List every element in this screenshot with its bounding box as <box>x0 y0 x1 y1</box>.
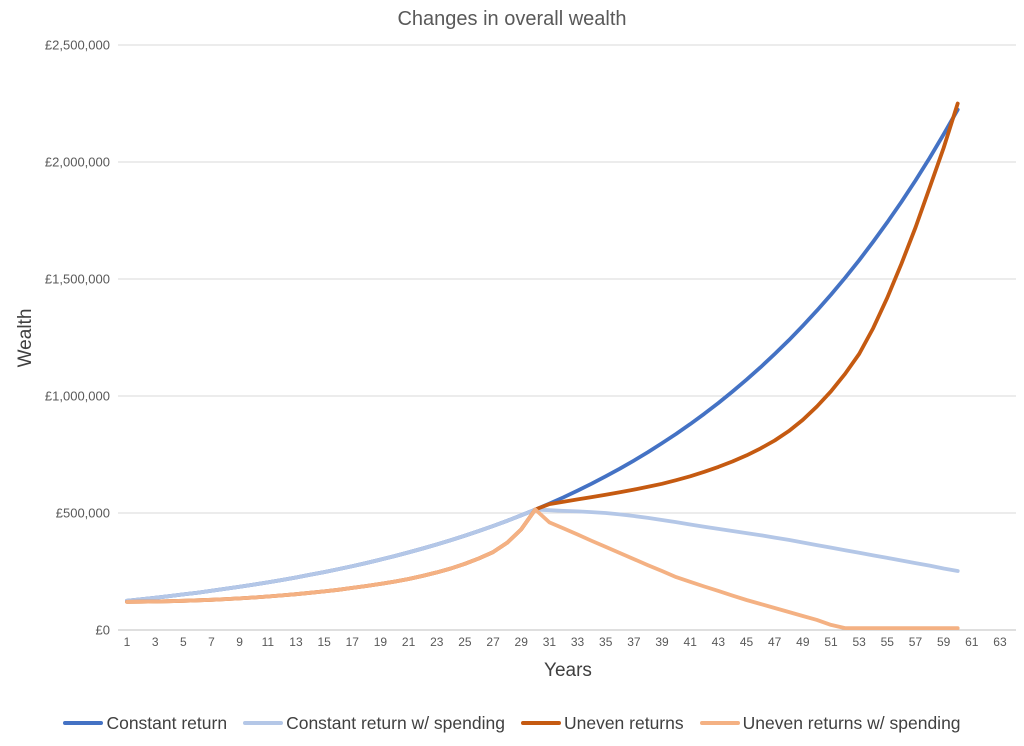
series-line-uneven-returns <box>125 101 960 604</box>
legend-line-swatch-icon <box>520 721 561 725</box>
y-tick-label: £500,000 <box>56 506 110 521</box>
series-line-constant-return-w-spending <box>125 507 960 603</box>
x-tick-label: 41 <box>684 635 698 649</box>
x-tick-label: 47 <box>768 635 782 649</box>
x-tick-label: 35 <box>599 635 613 649</box>
legend-line-swatch-icon <box>243 721 284 725</box>
x-tick-label: 61 <box>965 635 979 649</box>
legend-item-uneven-returns: Uneven returns <box>520 712 684 734</box>
x-tick-label: 49 <box>796 635 810 649</box>
x-tick-label: 3 <box>152 635 159 649</box>
x-tick-label: 19 <box>374 635 388 649</box>
x-tick-label: 1 <box>124 635 131 649</box>
x-tick-label: 63 <box>993 635 1007 649</box>
x-tick-label: 51 <box>824 635 838 649</box>
legend-item-constant-return: Constant return <box>63 713 227 734</box>
legend-label: Uneven returns <box>563 712 684 733</box>
legend-item-uneven-returns-w-spending: Uneven returns w/ spending <box>699 712 961 734</box>
x-tick-label: 25 <box>458 635 472 649</box>
x-tick-label: 59 <box>937 635 951 649</box>
x-tick-label: 39 <box>655 635 669 649</box>
y-tick-label: £0 <box>96 623 110 638</box>
x-tick-label: 21 <box>402 635 416 649</box>
y-tick-label: £2,500,000 <box>45 38 110 53</box>
x-tick-label: 37 <box>627 635 641 649</box>
x-tick-label: 53 <box>852 635 866 649</box>
series-line-uneven-returns-w-spending <box>125 507 960 630</box>
x-tick-label: 43 <box>712 635 726 649</box>
legend-label: Constant return <box>106 712 228 733</box>
x-tick-label: 29 <box>515 635 529 649</box>
legend-item-constant-return-w-spending: Constant return w/ spending <box>243 713 505 734</box>
x-tick-label: 23 <box>430 635 444 649</box>
y-tick-label: £1,500,000 <box>45 272 110 287</box>
legend: Constant return Constant return w/ spendi… <box>0 708 1024 738</box>
y-tick-label: £1,000,000 <box>45 389 110 404</box>
x-tick-label: 5 <box>180 635 187 649</box>
x-tick-label: 27 <box>486 635 500 649</box>
x-tick-label: 7 <box>208 635 215 649</box>
series-line-constant-return <box>125 107 960 603</box>
x-tick-label: 31 <box>543 635 557 649</box>
x-tick-label: 17 <box>346 635 360 649</box>
legend-label: Constant return w/ spending <box>286 712 505 733</box>
x-tick-label: 33 <box>571 635 585 649</box>
x-tick-label: 45 <box>740 635 754 649</box>
legend-label: Uneven returns w/ spending <box>742 712 961 733</box>
plot-svg: £0 £500,000 £1,000,000 £1,500,000 £2,000,000… <box>45 38 1016 649</box>
x-tick-label: 11 <box>262 635 275 649</box>
x-tick-label: 13 <box>289 635 303 649</box>
x-tick-label: 57 <box>909 635 923 649</box>
x-tick-label: 9 <box>236 635 243 649</box>
chart-title: Changes in overall wealth <box>397 8 627 30</box>
x-axis-title: Years <box>544 660 592 681</box>
legend-line-swatch-icon <box>63 721 104 725</box>
y-tick-label: £2,000,000 <box>45 155 110 170</box>
x-tick-label: 55 <box>881 635 895 649</box>
legend-line-swatch-icon <box>699 721 740 725</box>
x-tick-label: 15 <box>317 635 331 649</box>
